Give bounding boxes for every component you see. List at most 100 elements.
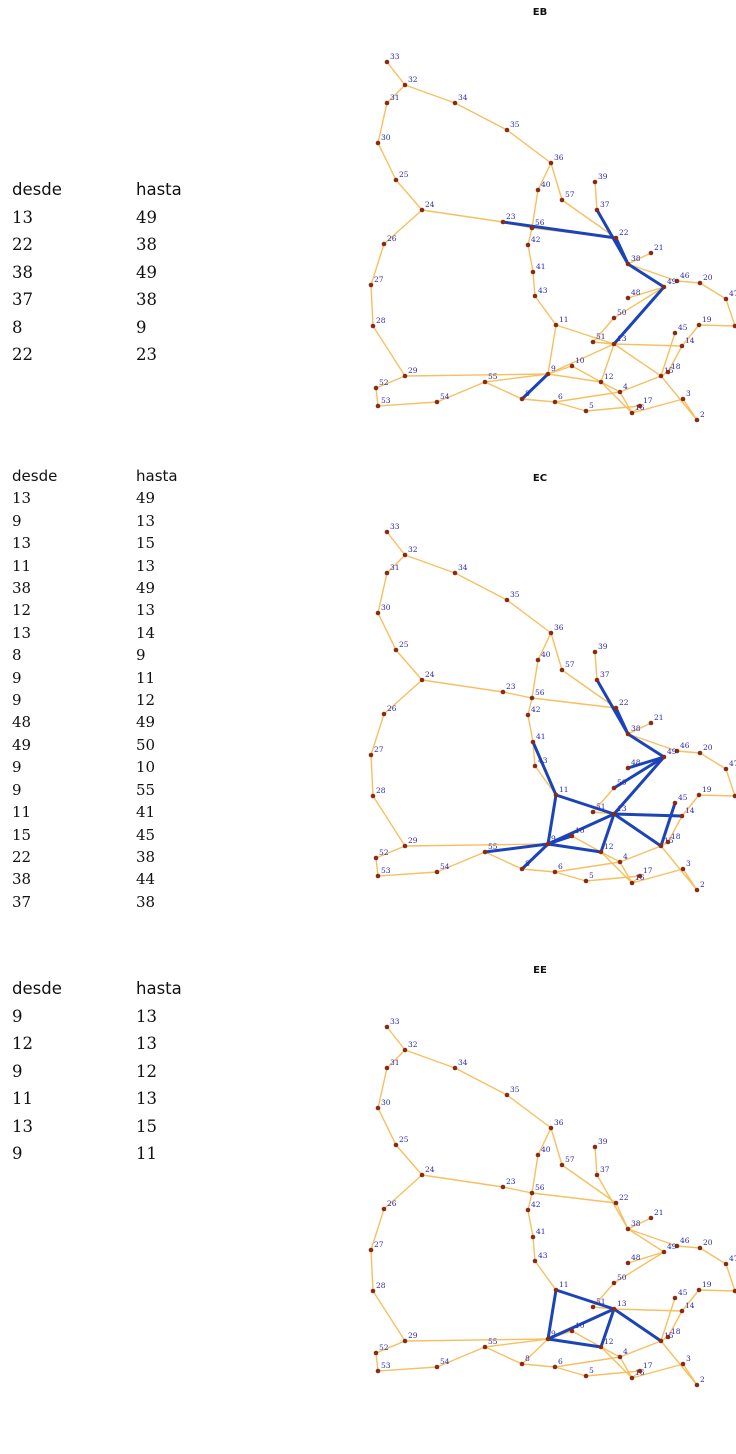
cell-hasta: 49 [136, 713, 156, 732]
network-edge [631, 868, 684, 884]
node-label: 49 [667, 277, 677, 286]
network-node [375, 610, 381, 616]
node-label: 32 [408, 1040, 418, 1049]
network-node [548, 160, 554, 166]
network-node [553, 1287, 559, 1293]
network-node [373, 1350, 379, 1356]
node-label: 26 [387, 1199, 397, 1208]
network-edge [660, 1340, 698, 1386]
node-label: 29 [408, 366, 418, 375]
network-edge [725, 1263, 736, 1292]
highlighted-edge [659, 801, 677, 848]
cell-hasta: 38 [136, 290, 157, 309]
node-label: 52 [379, 378, 389, 387]
network-edge [594, 181, 598, 211]
network-node [519, 396, 525, 402]
network-node [583, 408, 589, 414]
network-edge [594, 1146, 598, 1176]
cell-desde: 49 [12, 735, 32, 754]
network-node [402, 552, 408, 558]
network-node [672, 330, 678, 336]
edges-table-ec: desde hasta 13 49 9 13 13 15 11 13 38 49 12 13 13 14 8 9 9… [12, 465, 216, 913]
node-label: 32 [408, 75, 418, 84]
table-row: 13 49 [12, 204, 216, 232]
network-node [629, 1375, 635, 1381]
network-edge [383, 1174, 423, 1210]
network-edge [377, 1366, 438, 1372]
node-label: 47 [729, 289, 736, 298]
network-edge [627, 263, 678, 282]
network-node [665, 369, 671, 375]
network-node [482, 1344, 488, 1350]
network-node [661, 284, 667, 290]
node-label: 53 [381, 1361, 391, 1370]
node-label: 5 [589, 1366, 594, 1375]
network-edge [725, 768, 736, 797]
table-row: 13 49 [12, 487, 216, 509]
highlighted-edge [612, 812, 663, 848]
network-node [384, 570, 390, 576]
network-node [625, 765, 631, 771]
network-node [500, 1184, 506, 1190]
node-label: 37 [600, 670, 610, 679]
network-node [674, 1243, 680, 1249]
highlighted-edge [546, 793, 558, 846]
node-label: 13 [617, 804, 627, 813]
node-label: 4 [623, 1347, 628, 1356]
node-label: 41 [536, 262, 546, 271]
network-edge [370, 713, 385, 756]
node-label: 31 [390, 1058, 400, 1067]
cell-hasta: 12 [136, 1061, 157, 1081]
node-label: 3 [686, 389, 691, 398]
node-label: 18 [671, 362, 681, 371]
network-edge [667, 1310, 683, 1338]
network-node [723, 1261, 729, 1267]
cell-desde: 13 [12, 623, 32, 642]
cell-hasta: 14 [136, 623, 156, 642]
node-label: 50 [617, 1273, 627, 1282]
network-edge [660, 1297, 676, 1342]
network-edge [372, 1290, 406, 1342]
network-edge [600, 381, 633, 414]
network-edge [547, 343, 615, 375]
table-row: 22 38 [12, 846, 216, 868]
cell-desde: 13 [12, 207, 33, 227]
node-label: 53 [381, 396, 391, 405]
network-edge [627, 286, 665, 299]
node-label: 33 [390, 1017, 400, 1026]
node-label: 17 [643, 396, 653, 405]
network-edge [698, 1289, 736, 1292]
highlighted-edge [595, 678, 630, 736]
node-label: 13 [617, 334, 627, 343]
node-label: 21 [654, 243, 664, 252]
node-label: 57 [565, 190, 575, 199]
table-row: 37 38 [12, 891, 216, 913]
table-header: desde hasta [12, 975, 216, 1003]
node-label: 40 [541, 650, 551, 659]
node-label: 23 [506, 1177, 516, 1186]
network-edge [454, 102, 508, 131]
network-node [637, 873, 643, 879]
network-node [370, 323, 376, 329]
network-edge [404, 554, 456, 574]
network-edge [386, 554, 406, 574]
node-label: 23 [506, 682, 516, 691]
highlighted-edge [612, 755, 666, 816]
highlighted-edge [531, 740, 558, 797]
network-edge [375, 1340, 406, 1354]
node-label: 25 [399, 170, 409, 179]
node-label: 54 [440, 1357, 450, 1366]
network-node [583, 878, 589, 884]
network-edge [531, 189, 539, 229]
network-edge [531, 1154, 539, 1194]
node-label: 46 [680, 271, 690, 280]
cell-desde: 9 [12, 1144, 23, 1163]
cell-desde: 9 [12, 1006, 23, 1026]
highlighted-edge [612, 755, 666, 790]
node-label: 45 [678, 793, 688, 802]
node-label: 19 [702, 315, 712, 324]
table-row: 9 10 [12, 756, 216, 778]
node-label: 8 [525, 1354, 530, 1363]
network-node [637, 1368, 643, 1374]
network-node [384, 1065, 390, 1071]
